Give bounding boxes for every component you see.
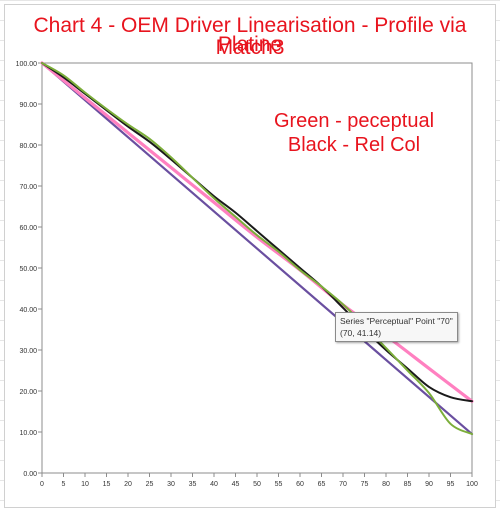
x-tick-label: 35 (189, 481, 197, 488)
x-tick-label: 75 (361, 481, 369, 488)
series-line-perceptual (41, 62, 473, 436)
y-tick-label: 30.00 (19, 348, 37, 355)
x-tick-label: 55 (275, 481, 283, 488)
x-tick-label: 30 (167, 481, 175, 488)
annotation-black: Black - Rel Col (287, 134, 421, 156)
x-tick-label: 0 (40, 481, 44, 488)
annotation-green: Green - peceptual (273, 110, 435, 132)
x-tick-label: 25 (146, 481, 154, 488)
y-tick-label: 20.00 (19, 389, 37, 396)
x-tick-label: 20 (124, 481, 132, 488)
tooltip-value-label: (70, 41.14) (340, 328, 382, 338)
y-tick-label: 60.00 (19, 225, 37, 232)
x-tick-label: 80 (382, 481, 390, 488)
x-tick-label: 85 (404, 481, 412, 488)
series-line-purple (40, 61, 474, 436)
x-tick-label: 15 (103, 481, 111, 488)
data-point-tooltip: Series "Perceptual" Point "70" (70, 41.1… (335, 312, 458, 342)
y-tick-label: 0.00 (23, 471, 37, 478)
y-tick-label: 50.00 (19, 266, 37, 273)
y-tick-label: 40.00 (19, 307, 37, 314)
y-tick-label: 10.00 (19, 430, 37, 437)
series-line-pink (40, 61, 474, 403)
chart-title-line1: Chart 4 - OEM Driver Linearisation - Pro… (33, 14, 467, 59)
x-tick-label: 10 (81, 481, 89, 488)
x-tick-label: 95 (447, 481, 455, 488)
x-tick-label: 50 (253, 481, 261, 488)
chart-area[interactable] (4, 4, 496, 508)
chart-title-line2: Platine (217, 33, 283, 56)
x-tick-label: 100 (466, 481, 478, 488)
x-tick-label: 60 (296, 481, 304, 488)
y-tick-label: 100.00 (16, 61, 38, 68)
x-tick-label: 65 (318, 481, 326, 488)
tooltip-series-label: Series "Perceptual" Point "70" (340, 316, 453, 326)
x-tick-label: 90 (425, 481, 433, 488)
x-tick-label: 40 (210, 481, 218, 488)
y-tick-label: 90.00 (19, 102, 37, 109)
x-tick-label: 70 (339, 481, 347, 488)
y-tick-label: 70.00 (19, 184, 37, 191)
x-tick-label: 5 (62, 481, 66, 488)
y-tick-label: 80.00 (19, 143, 37, 150)
x-tick-label: 45 (232, 481, 240, 488)
